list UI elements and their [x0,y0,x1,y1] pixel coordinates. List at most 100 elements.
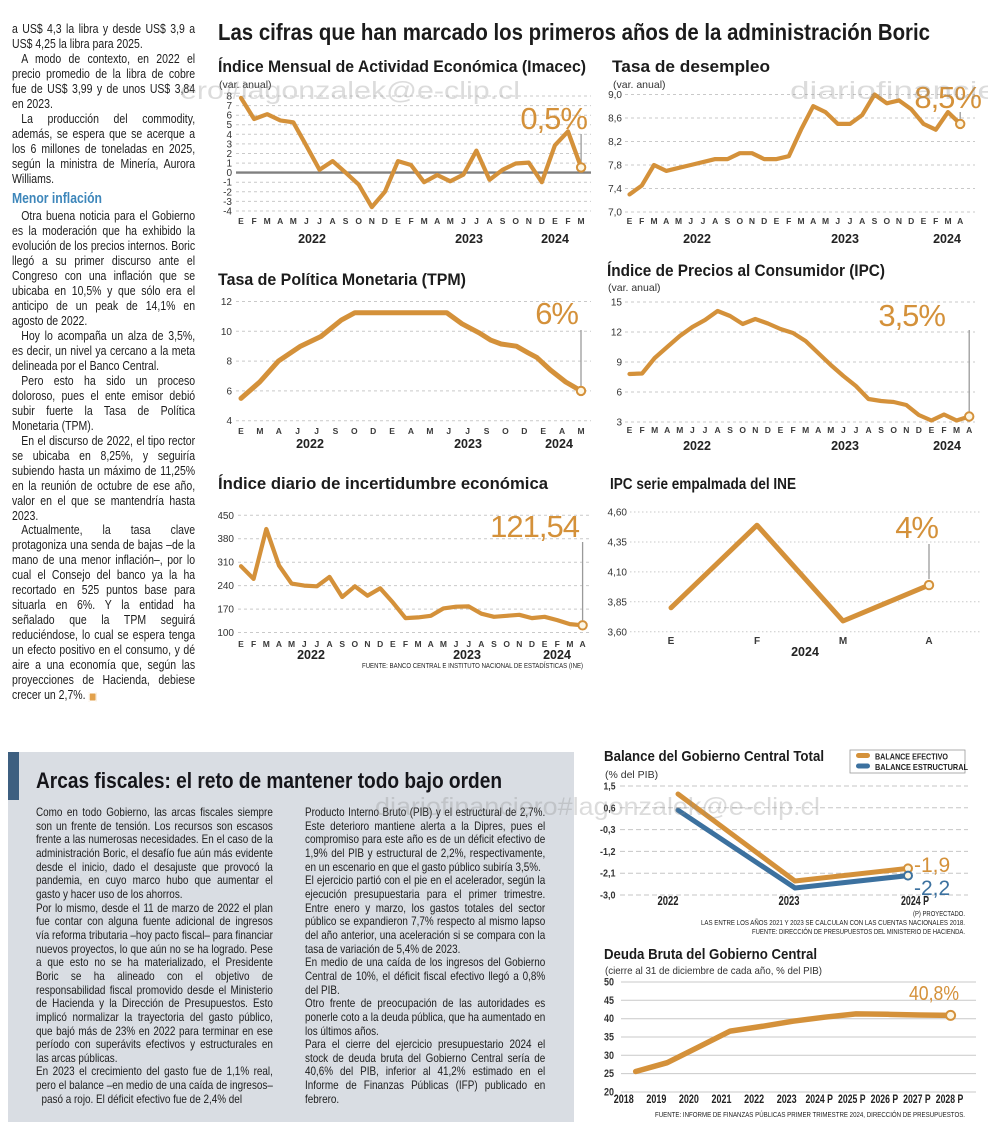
svg-text:S: S [333,426,339,436]
svg-text:100: 100 [218,628,234,639]
svg-text:2022: 2022 [744,1094,764,1106]
svg-text:J: J [317,216,322,226]
svg-text:3: 3 [616,418,622,429]
svg-text:3: 3 [226,139,232,150]
svg-text:E: E [238,426,244,436]
svg-text:O: O [736,216,743,226]
svg-text:-3: -3 [223,197,232,208]
svg-text:4: 4 [226,416,232,427]
svg-text:M: M [650,216,657,226]
svg-text:M: M [415,639,422,649]
svg-text:9: 9 [616,358,622,369]
svg-text:S: S [339,639,345,649]
svg-text:121,54: 121,54 [490,509,580,544]
svg-text:D: D [370,426,376,436]
svg-text:Tasa de Política Monetaria (TP: Tasa de Política Monetaria (TPM) [218,270,466,289]
svg-text:(var. anual): (var. anual) [613,79,666,91]
svg-text:J: J [315,639,320,649]
svg-text:7,8: 7,8 [608,161,622,172]
svg-text:8,5%: 8,5% [914,80,981,115]
svg-text:J: J [854,425,859,435]
svg-text:8,2: 8,2 [608,137,622,148]
svg-text:2024: 2024 [543,648,571,662]
svg-text:F: F [639,425,644,435]
svg-text:M: M [797,216,804,226]
svg-text:J: J [848,216,853,226]
svg-text:2019: 2019 [646,1094,666,1106]
svg-text:(cierre al 31 de diciembre de: (cierre al 31 de diciembre de cada año, … [605,965,822,977]
svg-text:6: 6 [226,386,232,397]
svg-text:(var. anual): (var. anual) [608,282,661,294]
svg-text:F: F [565,216,570,226]
svg-text:J: J [295,426,300,436]
svg-text:J: J [690,425,695,435]
svg-text:J: J [703,425,708,435]
svg-text:M: M [675,216,682,226]
svg-text:A: A [434,216,440,226]
svg-text:9,0: 9,0 [608,90,622,101]
svg-text:O: O [355,216,362,226]
svg-text:4,35: 4,35 [608,537,628,548]
svg-text:450: 450 [218,511,234,522]
svg-text:F: F [754,636,760,647]
svg-text:O: O [503,639,510,649]
svg-text:-2: -2 [223,187,232,198]
svg-text:E: E [540,426,546,436]
svg-text:F: F [555,639,560,649]
svg-text:E: E [542,639,548,649]
svg-text:S: S [491,639,497,649]
svg-text:M: M [566,639,573,649]
svg-text:J: J [474,216,479,226]
svg-text:J: J [701,216,706,226]
svg-text:7: 7 [226,101,232,112]
svg-text:-0,3: -0,3 [600,824,616,836]
svg-text:F: F [251,639,256,649]
svg-text:F: F [786,216,791,226]
svg-text:310: 310 [218,558,234,569]
svg-text:M: M [290,216,297,226]
svg-text:3,5%: 3,5% [878,298,945,333]
svg-text:J: J [446,426,451,436]
svg-text:A: A [815,425,821,435]
svg-text:2020: 2020 [679,1094,699,1106]
svg-text:-2,2: -2,2 [914,877,950,900]
svg-text:A: A [712,216,718,226]
svg-text:D: D [521,426,527,436]
svg-text:2024 P: 2024 P [805,1094,833,1106]
svg-text:2022: 2022 [296,437,324,451]
svg-text:J: J [461,216,466,226]
svg-text:F: F [403,639,408,649]
svg-text:D: D [529,639,535,649]
svg-text:2: 2 [226,149,232,160]
svg-text:E: E [395,216,401,226]
svg-text:O: O [512,216,519,226]
svg-text:F: F [790,425,795,435]
svg-text:D: D [377,639,383,649]
svg-text:E: E [627,425,633,435]
svg-text:F: F [933,216,938,226]
svg-text:E: E [389,426,395,436]
svg-text:J: J [314,426,319,436]
svg-text:D: D [765,425,771,435]
svg-text:-4: -4 [223,206,232,217]
svg-text:D: D [908,216,914,226]
svg-text:E: E [627,216,633,226]
svg-text:N: N [896,216,902,226]
svg-text:S: S [343,216,349,226]
svg-text:N: N [526,216,532,226]
svg-text:4: 4 [226,130,232,141]
svg-text:A: A [478,639,484,649]
svg-text:2023: 2023 [831,439,859,453]
svg-text:FUENTE: BANCO CENTRAL E INSTIT: FUENTE: BANCO CENTRAL E INSTITUTO NACION… [362,661,583,670]
svg-text:45: 45 [604,995,614,1007]
svg-text:2023: 2023 [454,437,482,451]
svg-text:0: 0 [226,168,232,179]
svg-text:E: E [238,639,244,649]
svg-text:Arcas fiscales: el reto de man: Arcas fiscales: el reto de mantener todo… [36,768,502,793]
svg-text:Deuda Bruta del Gobierno Centr: Deuda Bruta del Gobierno Central [604,946,817,963]
svg-text:-1,2: -1,2 [600,846,616,858]
svg-text:-3,0: -3,0 [600,890,616,902]
svg-text:N: N [516,639,522,649]
svg-text:D: D [761,216,767,226]
svg-text:M: M [802,425,809,435]
